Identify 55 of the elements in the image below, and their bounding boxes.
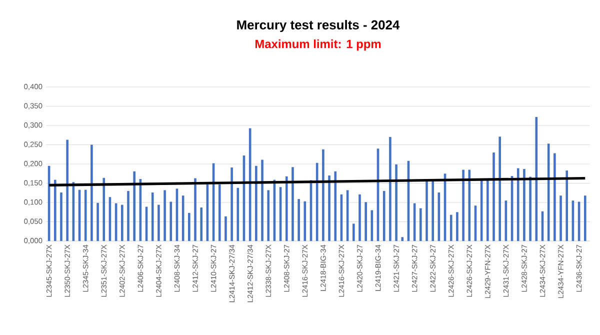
bar <box>389 137 392 241</box>
bar <box>298 199 300 241</box>
bar <box>358 194 361 241</box>
bar <box>230 167 233 241</box>
bar <box>224 216 227 241</box>
bar <box>255 166 258 241</box>
bar <box>462 170 464 241</box>
bar <box>151 192 154 241</box>
bar <box>468 170 471 241</box>
bar <box>188 212 190 241</box>
bar <box>486 180 489 241</box>
bar <box>84 190 87 241</box>
chart-title: Mercury test results - 2024 <box>237 20 400 32</box>
bar <box>121 204 124 241</box>
bar <box>456 212 458 241</box>
bar <box>364 202 367 241</box>
bar <box>395 164 398 241</box>
bar <box>60 192 62 241</box>
bar <box>200 208 202 241</box>
bar <box>194 178 196 241</box>
bar <box>426 180 428 241</box>
bar <box>170 202 172 241</box>
bar <box>328 176 330 241</box>
bar <box>127 190 130 241</box>
bar <box>523 169 526 241</box>
bar <box>164 190 166 241</box>
bar <box>560 196 562 241</box>
chart-subtitle: Maximum limit: 1 ppm <box>255 39 381 51</box>
bar <box>218 184 221 241</box>
bar <box>450 214 452 241</box>
bar <box>90 144 93 241</box>
bar <box>66 140 68 241</box>
bar <box>432 180 434 241</box>
bar <box>285 176 288 241</box>
bar <box>516 168 520 241</box>
bar <box>566 170 568 241</box>
bar <box>133 171 136 241</box>
bar <box>352 224 355 241</box>
bar <box>54 180 56 241</box>
bar <box>158 204 160 241</box>
bar <box>529 176 532 241</box>
bar <box>401 237 404 241</box>
bar <box>292 167 294 241</box>
bar <box>334 171 337 241</box>
bar <box>492 152 495 241</box>
bar <box>102 178 106 241</box>
bar <box>554 153 556 241</box>
bar <box>267 190 270 241</box>
bar <box>420 208 422 241</box>
bar <box>261 160 264 241</box>
bar <box>96 202 99 241</box>
bar <box>382 190 386 241</box>
bar <box>498 136 501 241</box>
bar <box>584 196 586 241</box>
bar <box>322 149 324 241</box>
